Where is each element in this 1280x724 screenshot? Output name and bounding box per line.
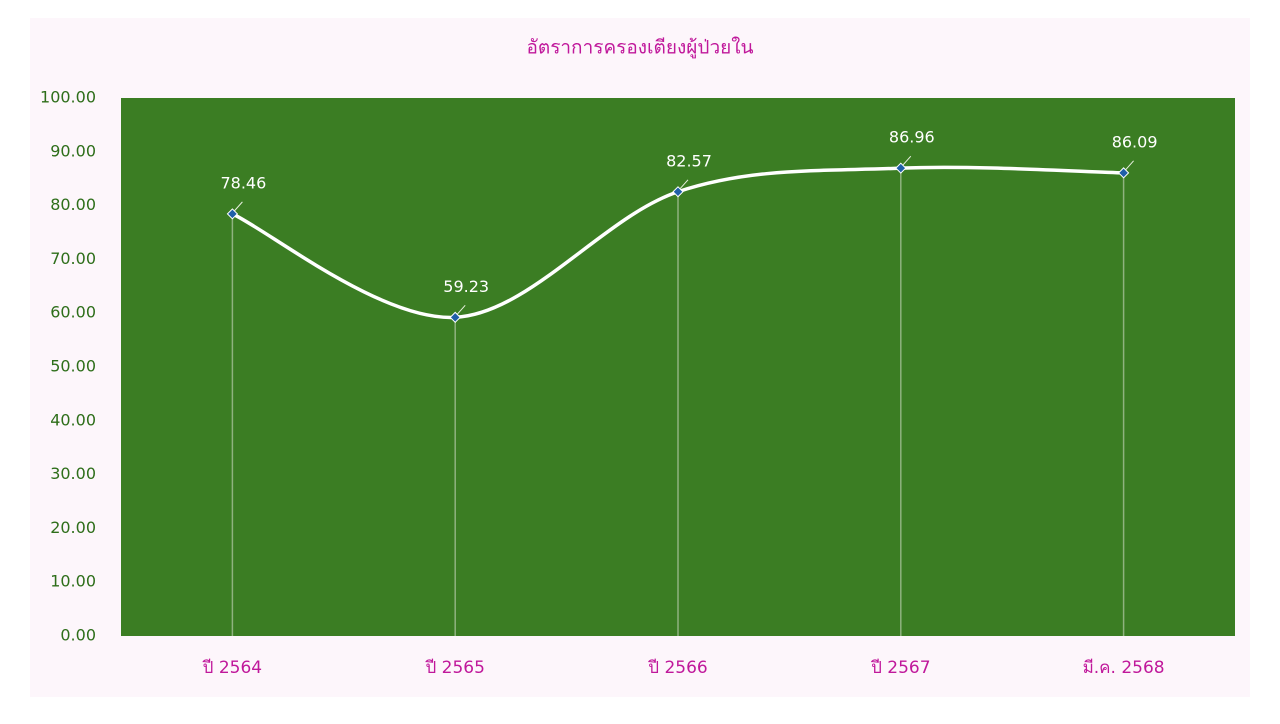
line [231,165,1124,320]
y-tick-label: 80.00 [50,195,96,214]
marker [226,208,239,220]
x-tick-label: ปี 2565 [425,658,485,678]
data-label: 78.46 [220,173,266,192]
y-tick-label: 40.00 [50,410,96,429]
x-tick-label: ปี 2566 [647,658,707,678]
y-tick-label: 0.00 [60,626,96,645]
y-tick-label: 90.00 [50,141,96,160]
y-tick-label: 60.00 [50,303,96,322]
marker [672,186,684,198]
x-tick-label: ปี 2567 [870,658,930,678]
y-tick-label: 70.00 [50,249,96,268]
x-tick-label: ปี 2564 [202,658,262,678]
label-leader [456,305,466,315]
label-leader [1125,160,1134,171]
marker [449,311,461,323]
label-leader [234,201,243,212]
data-label: 59.23 [443,277,489,296]
y-tick-label: 30.00 [50,464,96,483]
y-tick-label: 20.00 [50,518,96,537]
y-tick-label: 100.00 [40,88,96,107]
label-leader [679,179,689,190]
chart-title: อัตราการครองเตียงผู้ป่วยใน [526,37,753,59]
label-leader [902,155,912,166]
marker [895,162,907,174]
y-tick-label: 50.00 [50,357,96,376]
marker [1117,167,1130,179]
x-tick-label: มี.ค. 2568 [1083,658,1165,678]
y-tick-label: 10.00 [50,572,96,591]
data-label: 82.57 [666,151,712,170]
data-label: 86.09 [1112,132,1158,151]
data-label: 86.96 [889,128,935,147]
